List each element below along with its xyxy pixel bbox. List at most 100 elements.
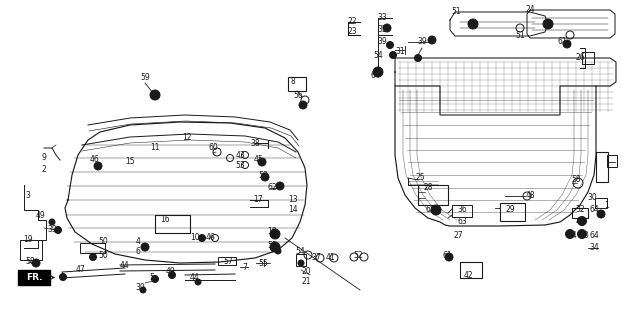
Circle shape [299, 101, 307, 109]
Circle shape [270, 229, 280, 239]
Circle shape [445, 253, 453, 261]
Circle shape [276, 182, 284, 190]
Text: 49: 49 [35, 212, 45, 220]
Text: 64: 64 [567, 230, 577, 239]
Bar [218, 257, 236, 265]
Text: 51: 51 [451, 7, 461, 17]
Text: 9: 9 [41, 154, 46, 163]
Text: FR.: FR. [26, 273, 42, 282]
Circle shape [32, 259, 40, 267]
Circle shape [198, 235, 205, 242]
Text: 6: 6 [136, 247, 141, 257]
Text: 1: 1 [605, 201, 609, 210]
Bar [155, 215, 190, 233]
Circle shape [389, 52, 396, 59]
Text: 25: 25 [415, 173, 425, 182]
Circle shape [431, 205, 441, 215]
Circle shape [275, 248, 281, 254]
Text: 39: 39 [269, 244, 279, 252]
Text: 64: 64 [589, 205, 599, 214]
Bar [80, 243, 105, 253]
Text: 60: 60 [208, 143, 218, 153]
Circle shape [60, 274, 67, 281]
Text: 59: 59 [140, 74, 150, 83]
Text: 12: 12 [182, 133, 192, 142]
Text: 55: 55 [258, 259, 268, 268]
Circle shape [195, 279, 201, 285]
Text: 58: 58 [571, 175, 581, 185]
Text: 40: 40 [580, 230, 590, 239]
Circle shape [383, 24, 391, 32]
Bar [452, 205, 472, 217]
Bar [20, 240, 42, 260]
Circle shape [151, 276, 158, 283]
Bar [607, 155, 617, 167]
Text: 13: 13 [288, 196, 298, 204]
Bar [296, 254, 306, 266]
Text: 33: 33 [377, 13, 387, 22]
Circle shape [468, 19, 478, 29]
Text: 14: 14 [288, 205, 298, 214]
Text: 54: 54 [373, 52, 383, 60]
Text: 48: 48 [525, 191, 535, 201]
Text: 39: 39 [135, 284, 145, 292]
Text: 18: 18 [268, 228, 277, 236]
Text: 24: 24 [525, 5, 535, 14]
Text: 43: 43 [235, 150, 245, 159]
Text: 2: 2 [41, 165, 46, 174]
Text: 38: 38 [250, 139, 260, 148]
Circle shape [94, 162, 102, 170]
Text: 46: 46 [90, 156, 100, 164]
Text: 59: 59 [267, 241, 277, 250]
Bar [288, 77, 306, 91]
Text: 50: 50 [98, 251, 108, 260]
Text: 44: 44 [120, 260, 130, 269]
Text: 10: 10 [190, 233, 200, 242]
Text: 21: 21 [301, 277, 311, 286]
Text: 57: 57 [223, 258, 233, 267]
Text: 63: 63 [457, 218, 467, 227]
Circle shape [597, 210, 605, 218]
Text: 39: 39 [377, 37, 387, 46]
Text: 3: 3 [26, 190, 30, 199]
Text: 5: 5 [149, 274, 154, 283]
Circle shape [141, 243, 149, 251]
Text: 54: 54 [295, 247, 305, 257]
Circle shape [428, 36, 436, 44]
Text: 39: 39 [47, 225, 57, 234]
Text: 16: 16 [160, 215, 170, 225]
Text: 7: 7 [242, 262, 247, 271]
Text: 32: 32 [575, 205, 585, 214]
Text: 51: 51 [515, 30, 525, 39]
Circle shape [578, 217, 587, 226]
Text: 15: 15 [125, 156, 135, 165]
Text: 46: 46 [205, 233, 215, 242]
Circle shape [373, 67, 383, 77]
Bar [582, 52, 594, 64]
Bar [18, 270, 50, 285]
Text: 34: 34 [589, 244, 599, 252]
Bar [500, 203, 525, 221]
Circle shape [578, 229, 587, 238]
Circle shape [168, 271, 175, 278]
Text: 61: 61 [442, 251, 452, 260]
Circle shape [565, 229, 575, 238]
Text: 64: 64 [370, 70, 380, 79]
Text: 53: 53 [235, 161, 245, 170]
Circle shape [55, 227, 62, 234]
Text: 31: 31 [395, 47, 405, 57]
Text: 23: 23 [347, 28, 357, 36]
Text: 19: 19 [23, 236, 33, 244]
Circle shape [49, 219, 55, 225]
Circle shape [258, 158, 266, 166]
Text: 28: 28 [423, 183, 433, 193]
Circle shape [298, 260, 304, 266]
Text: 8: 8 [291, 77, 295, 86]
Text: 47: 47 [75, 266, 85, 275]
Text: 39: 39 [417, 37, 427, 46]
Bar [596, 152, 608, 182]
Circle shape [90, 253, 97, 260]
Text: 64: 64 [589, 230, 599, 239]
Circle shape [414, 54, 421, 61]
Text: 41: 41 [325, 252, 335, 261]
